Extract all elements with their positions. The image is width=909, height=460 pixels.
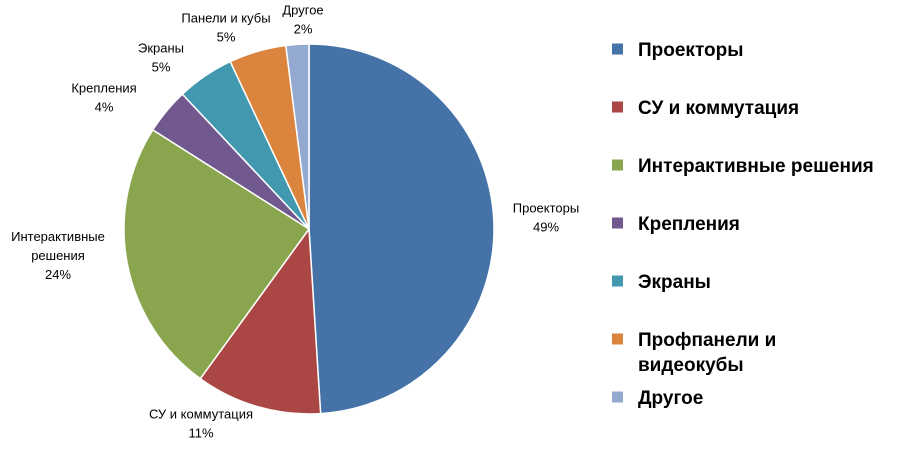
legend-label-6-line-1: Профпанели и: [638, 330, 776, 351]
pie-slice-2: [199, 226, 322, 415]
data-label-2-line-2: 11%: [188, 426, 213, 441]
data-label-6: Панели и кубы 5%: [181, 11, 270, 45]
data-label-2-line-1: СУ и коммутация: [149, 407, 253, 422]
pie-slice-labels: Проекторы 49% СУ и коммутация 11% Интерактив…: [11, 3, 579, 441]
legend-swatch-2: [612, 101, 623, 113]
data-label-6-line-2: 5%: [217, 30, 236, 45]
data-label-4-line-2: 4%: [95, 100, 114, 115]
legend-label-6: Профпанели и видеокубы: [638, 330, 776, 376]
pie-slice-1: [308, 43, 495, 415]
data-label-2: СУ и коммутация 11%: [149, 407, 253, 441]
legend-label-7: Другое: [638, 388, 703, 409]
data-label-1-line-1: Проекторы: [513, 201, 579, 216]
legend-label-5-line-1: Экраны: [638, 272, 711, 293]
chart-legend: Проекторы СУ и коммутация Интерактивные ре…: [612, 40, 874, 409]
legend-label-2-line-1: СУ и коммутация: [638, 98, 799, 119]
legend-swatch-1: [612, 43, 623, 55]
data-label-1: Проекторы 49%: [513, 201, 579, 235]
legend-label-5: Экраны: [638, 272, 711, 293]
data-label-5-line-2: 5%: [152, 60, 171, 75]
data-label-5: Экраны 5%: [138, 41, 184, 75]
data-label-5-line-1: Экраны: [138, 41, 184, 56]
legend-label-3: Интерактивные решения: [638, 156, 874, 177]
pie-slices: [123, 43, 495, 415]
legend-swatch-7: [612, 391, 623, 403]
legend-label-3-line-1: Интерактивные решения: [638, 156, 874, 177]
legend-swatch-5: [612, 275, 623, 287]
legend-label-2: СУ и коммутация: [638, 98, 799, 119]
legend-label-4: Крепления: [638, 214, 740, 235]
data-label-4-line-1: Крепления: [71, 81, 136, 96]
data-label-3-line-2: решения: [31, 248, 85, 263]
legend-label-4-line-1: Крепления: [638, 214, 740, 235]
legend-swatch-3: [612, 159, 623, 171]
data-label-4: Крепления 4%: [71, 81, 136, 115]
data-label-3: Интерактивные решения 24%: [11, 229, 105, 282]
legend-swatch-4: [612, 217, 623, 229]
pie-slice-3: [123, 128, 311, 380]
data-label-6-line-1: Панели и кубы: [181, 11, 270, 26]
data-label-7-line-1: Другое: [282, 3, 323, 18]
data-label-3-line-3: 24%: [45, 267, 71, 282]
legend-label-1: Проекторы: [638, 40, 743, 61]
data-label-7-line-2: 2%: [294, 22, 313, 37]
legend-label-6-line-2: видеокубы: [638, 355, 744, 376]
data-label-1-line-2: 49%: [533, 220, 559, 235]
legend-swatch-6: [612, 333, 623, 345]
legend-label-7-line-1: Другое: [638, 388, 703, 409]
data-label-7: Другое 2%: [282, 3, 323, 37]
data-label-3-line-1: Интерактивные: [11, 229, 105, 244]
pie-slice-7: [284, 43, 310, 230]
legend-label-1-line-1: Проекторы: [638, 40, 743, 61]
